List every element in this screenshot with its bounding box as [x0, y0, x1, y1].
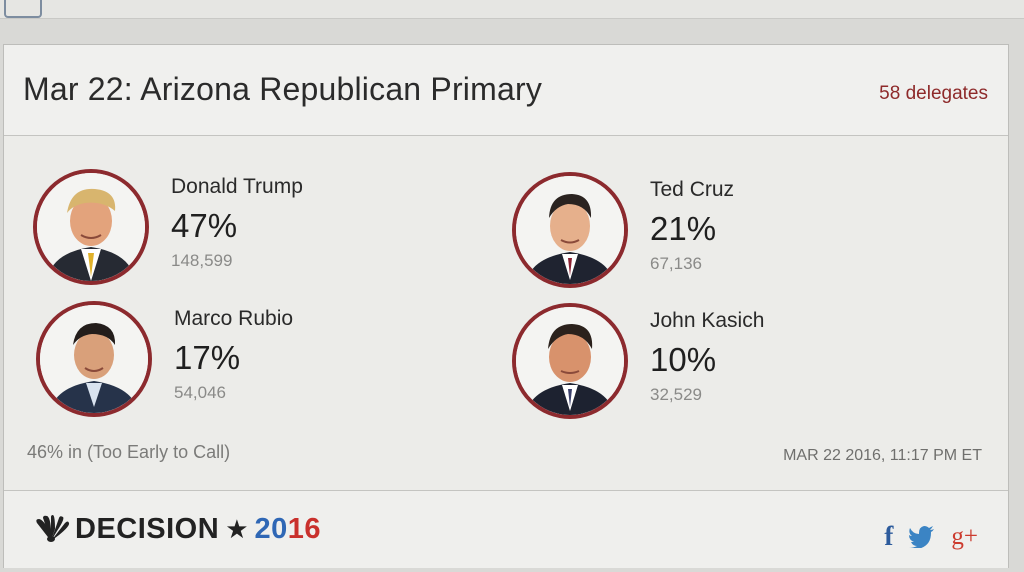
results-card: Mar 22: Arizona Republican Primary 58 de… [3, 44, 1009, 568]
star-icon: ★ [225, 513, 249, 544]
candidate-name: Ted Cruz [650, 178, 735, 201]
candidate-card-cruz[interactable]: Ted Cruz 21% 67,136 [512, 172, 832, 290]
brand-word: DECISION [75, 512, 220, 545]
candidate-percent: 47% [171, 207, 238, 244]
card-header: Mar 22: Arizona Republican Primary 58 de… [4, 45, 1008, 136]
candidate-photo-icon [512, 303, 628, 419]
page-title: Mar 22: Arizona Republican Primary [23, 71, 543, 107]
candidate-votes: 148,599 [171, 251, 233, 270]
update-timestamp: MAR 22 2016, 11:17 PM ET [783, 447, 982, 464]
social-share: f g+ [884, 521, 978, 552]
refresh-icon[interactable] [4, 0, 42, 18]
candidate-photo-icon [512, 172, 628, 288]
decision-2016-logo[interactable]: DECISION ★ 2016 [31, 513, 321, 545]
candidate-card-rubio[interactable]: Marco Rubio 17% 54,046 [36, 301, 356, 419]
googleplus-icon[interactable]: g+ [951, 522, 978, 550]
candidate-percent: 17% [174, 339, 241, 376]
brand-year-red: 16 [287, 512, 322, 545]
candidate-card-trump[interactable]: Donald Trump 47% 148,599 [33, 169, 353, 287]
results-content: Donald Trump 47% 148,599 Ted Cruz 21% 67… [4, 136, 1008, 490]
top-strip [0, 0, 1024, 19]
candidate-percent: 10% [650, 341, 717, 378]
card-footer: DECISION ★ 2016 f g+ [4, 490, 1008, 568]
candidate-votes: 67,136 [650, 254, 702, 273]
facebook-icon[interactable]: f [884, 521, 894, 551]
candidate-name: Donald Trump [171, 175, 303, 198]
twitter-icon[interactable] [909, 525, 935, 548]
reporting-status: 46% in (Too Early to Call) [27, 442, 231, 462]
candidate-name: John Kasich [650, 309, 765, 332]
candidate-votes: 54,046 [174, 383, 226, 402]
candidate-percent: 21% [650, 210, 717, 247]
candidate-card-kasich[interactable]: John Kasich 10% 32,529 [512, 303, 832, 421]
candidate-votes: 32,529 [650, 385, 702, 404]
delegates-count: 58 delegates [879, 83, 988, 104]
candidate-name: Marco Rubio [174, 307, 294, 330]
brand-year: 2016 [255, 513, 322, 546]
candidate-photo-icon [33, 169, 149, 285]
peacock-icon [36, 515, 70, 542]
brand-year-blue: 20 [254, 512, 288, 545]
candidate-photo-icon [36, 301, 152, 417]
